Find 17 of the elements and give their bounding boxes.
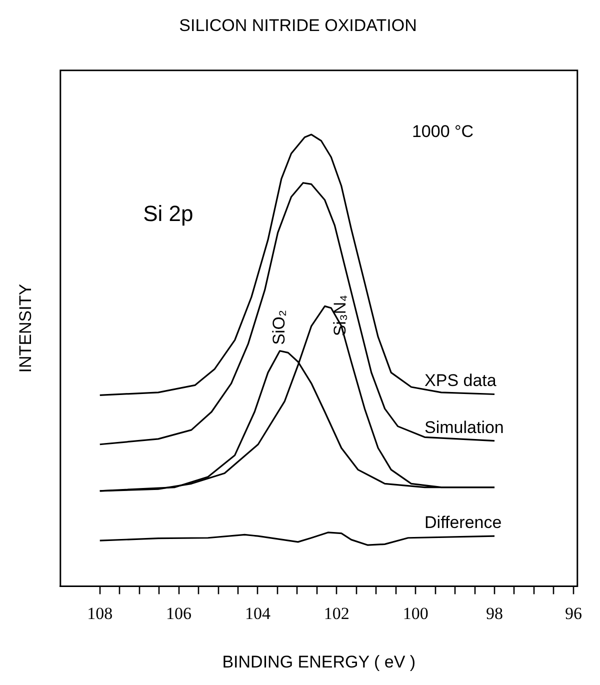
- text: Si₃N₄: [330, 294, 350, 336]
- x-axis-title: BINDING ENERGY ( eV ): [222, 652, 416, 672]
- y-axis-title: INTENSITY: [16, 284, 35, 373]
- annotation: Si 2p: [143, 200, 194, 226]
- annotation: 1000 °C: [412, 122, 474, 141]
- x-tick-label: 106: [166, 604, 192, 623]
- chart-title: SILICON NITRIDE OXIDATION: [179, 16, 417, 35]
- text: SiO₂: [270, 310, 289, 345]
- x-tick-label: 104: [244, 604, 271, 623]
- series-label: Difference: [424, 513, 502, 532]
- series-label: Simulation: [424, 418, 504, 437]
- x-tick-label: 96: [564, 604, 582, 623]
- x-tick-label: 102: [324, 604, 350, 623]
- x-tick-label: 108: [87, 604, 113, 623]
- x-tick-label: 98: [486, 604, 504, 623]
- x-tick-label: 100: [402, 604, 428, 623]
- series-label: XPS data: [424, 371, 497, 390]
